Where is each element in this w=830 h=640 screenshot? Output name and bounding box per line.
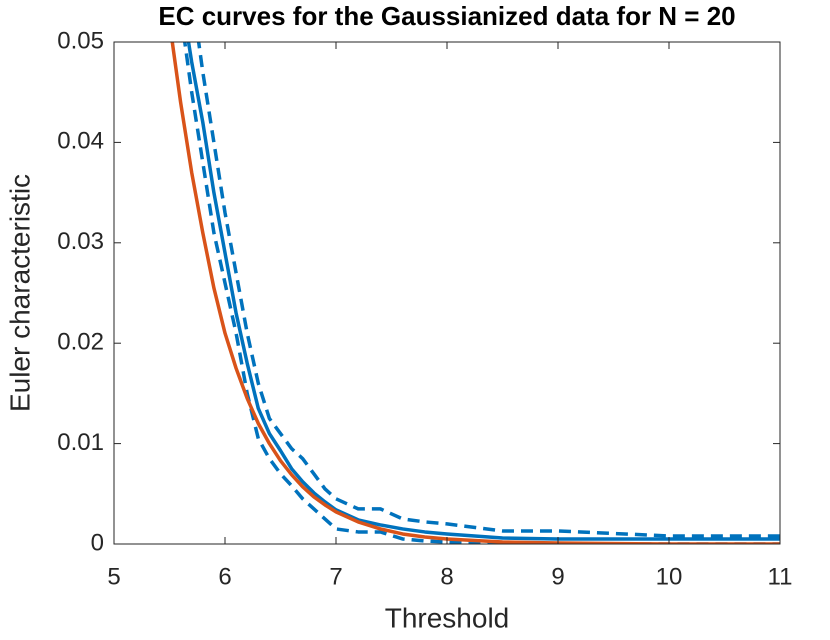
x-tick-label: 8 bbox=[440, 563, 453, 590]
x-tick-label: 9 bbox=[551, 563, 564, 590]
y-tick-label: 0.03 bbox=[57, 228, 104, 255]
x-tick-label: 10 bbox=[656, 563, 683, 590]
x-tick-label: 7 bbox=[329, 563, 342, 590]
y-tick-label: 0.02 bbox=[57, 329, 104, 356]
line-series bbox=[170, 42, 780, 544]
y-tick-label: 0 bbox=[91, 529, 104, 556]
x-axis-label: Threshold bbox=[385, 602, 510, 633]
line-series bbox=[182, 42, 780, 544]
line-series bbox=[196, 42, 780, 538]
x-tick-label: 6 bbox=[218, 563, 231, 590]
plot-area bbox=[170, 42, 780, 544]
x-tick-label: 11 bbox=[768, 563, 793, 590]
y-tick-label: 0.04 bbox=[57, 128, 104, 155]
y-axis-label: Euler characteristic bbox=[4, 174, 35, 412]
x-tick-label: 5 bbox=[107, 563, 120, 590]
y-tick-label: 0.01 bbox=[57, 429, 104, 456]
chart-title: EC curves for the Gaussianized data for … bbox=[158, 1, 735, 31]
y-tick-label: 0.05 bbox=[57, 27, 104, 54]
line-series bbox=[186, 42, 780, 541]
